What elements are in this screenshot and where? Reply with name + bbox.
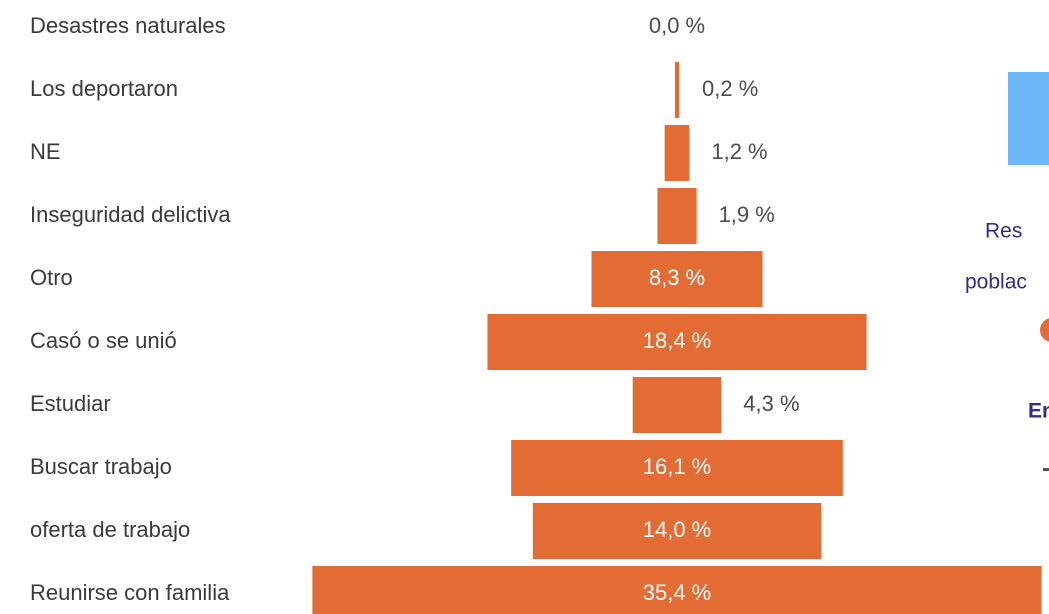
value-label: 14,0 % bbox=[643, 517, 712, 542]
side-panel-text: Res bbox=[985, 220, 1022, 243]
category-label: Buscar trabajo bbox=[30, 454, 172, 479]
category-label: Desastres naturales bbox=[30, 13, 226, 38]
bar bbox=[511, 440, 843, 496]
value-label: 8,3 % bbox=[649, 265, 705, 290]
bar bbox=[657, 188, 697, 244]
side-panel-text: En bbox=[1028, 400, 1049, 423]
value-label: 1,9 % bbox=[719, 202, 775, 227]
side-panel-block bbox=[1008, 72, 1049, 165]
value-label: 1,2 % bbox=[711, 139, 767, 164]
value-label: 18,4 % bbox=[643, 328, 712, 353]
side-panel-text: poblac bbox=[965, 271, 1027, 294]
bar bbox=[487, 314, 867, 370]
category-label: Los deportaron bbox=[30, 76, 178, 101]
value-label: 0,0 % bbox=[649, 13, 705, 38]
category-label: Inseguridad delictiva bbox=[30, 202, 231, 227]
value-label: 0,2 % bbox=[702, 76, 758, 101]
category-label: Otro bbox=[30, 265, 73, 290]
category-label: oferta de trabajo bbox=[30, 517, 190, 542]
bar bbox=[632, 377, 722, 433]
bar bbox=[664, 125, 690, 181]
bar bbox=[674, 62, 680, 118]
category-label: Estudiar bbox=[30, 391, 111, 416]
value-label: 35,4 % bbox=[643, 580, 712, 605]
category-label: Reunirse con familia bbox=[30, 580, 230, 605]
category-label: NE bbox=[30, 139, 61, 164]
bar bbox=[312, 566, 1042, 614]
category-label: Casó o se unió bbox=[30, 328, 177, 353]
side-panel-dash bbox=[1043, 468, 1049, 471]
value-label: 16,1 % bbox=[643, 454, 712, 479]
bar bbox=[591, 251, 763, 307]
value-label: 4,3 % bbox=[743, 391, 799, 416]
side-panel-dot bbox=[1040, 318, 1049, 342]
bar bbox=[532, 503, 822, 559]
